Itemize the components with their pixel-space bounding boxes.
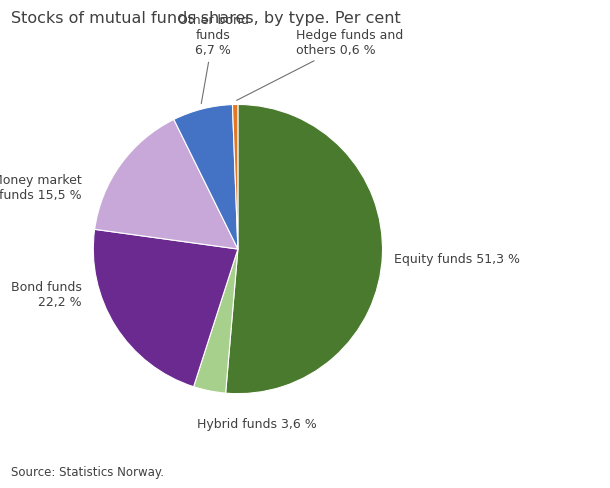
Wedge shape bbox=[226, 104, 382, 394]
Wedge shape bbox=[95, 120, 238, 249]
Text: Equity funds 51,3 %: Equity funds 51,3 % bbox=[394, 253, 520, 265]
Text: Bond funds
22,2 %: Bond funds 22,2 % bbox=[11, 281, 82, 309]
Text: Hedge funds and
others 0,6 %: Hedge funds and others 0,6 % bbox=[237, 29, 403, 101]
Text: Money market
funds 15,5 %: Money market funds 15,5 % bbox=[0, 174, 82, 203]
Wedge shape bbox=[232, 104, 238, 249]
Wedge shape bbox=[174, 104, 238, 249]
Wedge shape bbox=[193, 249, 238, 393]
Text: Hybrid funds 3,6 %: Hybrid funds 3,6 % bbox=[197, 418, 317, 431]
Text: Stocks of mutual funds shares, by type. Per cent: Stocks of mutual funds shares, by type. … bbox=[11, 11, 401, 26]
Wedge shape bbox=[93, 229, 238, 386]
Text: Other bond
funds
6,7 %: Other bond funds 6,7 % bbox=[178, 14, 249, 103]
Text: Source: Statistics Norway.: Source: Statistics Norway. bbox=[11, 466, 164, 479]
